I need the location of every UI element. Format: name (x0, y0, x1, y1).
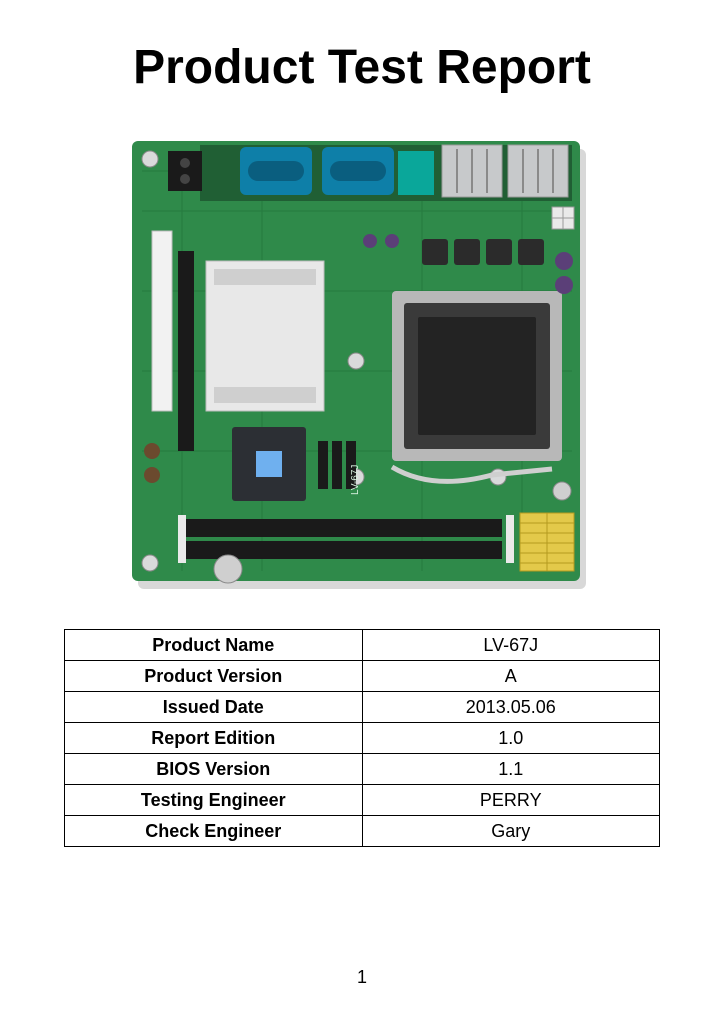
row-value: PERRY (362, 785, 660, 816)
product-image: LV-67J (122, 131, 602, 605)
svg-text:LV-67J: LV-67J (350, 465, 361, 495)
row-label: Check Engineer (65, 816, 363, 847)
motherboard-svg: LV-67J (122, 131, 602, 605)
table-row: Check Engineer Gary (65, 816, 660, 847)
row-value: 1.0 (362, 723, 660, 754)
row-label: Product Name (65, 630, 363, 661)
row-value: Gary (362, 816, 660, 847)
table-row: Product Name LV-67J (65, 630, 660, 661)
row-value: 2013.05.06 (362, 692, 660, 723)
row-value: LV-67J (362, 630, 660, 661)
table-row: Testing Engineer PERRY (65, 785, 660, 816)
info-table-body: Product Name LV-67J Product Version A Is… (65, 630, 660, 847)
page: Product Test Report (0, 0, 724, 847)
row-label: Product Version (65, 661, 363, 692)
row-label: Issued Date (65, 692, 363, 723)
page-title: Product Test Report (64, 40, 660, 95)
row-label: BIOS Version (65, 754, 363, 785)
row-label: Report Edition (65, 723, 363, 754)
row-value: 1.1 (362, 754, 660, 785)
row-label: Testing Engineer (65, 785, 363, 816)
page-number: 1 (0, 967, 724, 988)
table-row: Report Edition 1.0 (65, 723, 660, 754)
info-table: Product Name LV-67J Product Version A Is… (64, 629, 660, 847)
table-row: Product Version A (65, 661, 660, 692)
row-value: A (362, 661, 660, 692)
table-row: Issued Date 2013.05.06 (65, 692, 660, 723)
table-row: BIOS Version 1.1 (65, 754, 660, 785)
